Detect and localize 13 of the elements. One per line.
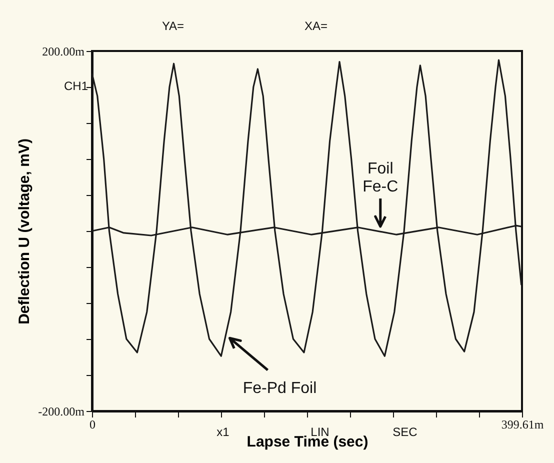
- y-tick-label: 200.00m: [42, 44, 86, 58]
- x-tick-label: 399.61m: [501, 418, 544, 432]
- annotation: Foil Fe-C: [362, 160, 398, 196]
- y-tick-label: -200.00m: [38, 404, 86, 418]
- text: LIN: [310, 425, 330, 439]
- annotation: Fe-Pd Foil: [242, 380, 317, 398]
- text: SEC: [392, 425, 418, 439]
- text: x1: [216, 425, 230, 439]
- y-axis-title: Deflection U (voltage, mV): [16, 138, 34, 324]
- text: CH1: [64, 79, 88, 93]
- x-tick-label: 0: [90, 418, 96, 432]
- text: XA=: [304, 19, 328, 33]
- text: YA=: [162, 19, 184, 33]
